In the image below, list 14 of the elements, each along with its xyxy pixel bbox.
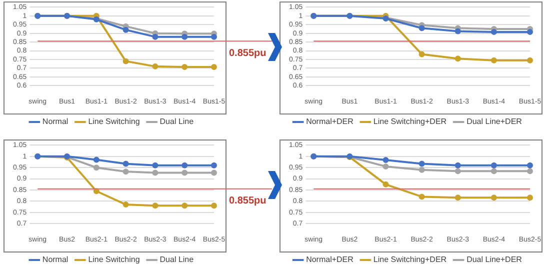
legend-label: Dual Line+DER	[466, 117, 522, 126]
legend-label: Line Switching	[88, 255, 140, 264]
legend-label: Dual Line	[160, 117, 194, 126]
legend-label: Line Switching+DER	[373, 255, 447, 264]
legend-label: Line Switching	[88, 117, 140, 126]
ref-line-label: 0.855pu	[229, 48, 266, 59]
legend-label: Dual Line	[160, 255, 194, 264]
legend-label: Line Switching+DER	[373, 117, 447, 126]
legend-label: Normal+DER	[306, 255, 354, 264]
legend-label: Dual Line+DER	[466, 255, 522, 264]
legend-label: Normal	[42, 117, 68, 126]
legend-label: Normal+DER	[306, 117, 354, 126]
ref-line-label: 0.855pu	[229, 196, 266, 207]
legend-label: Normal	[42, 255, 68, 264]
